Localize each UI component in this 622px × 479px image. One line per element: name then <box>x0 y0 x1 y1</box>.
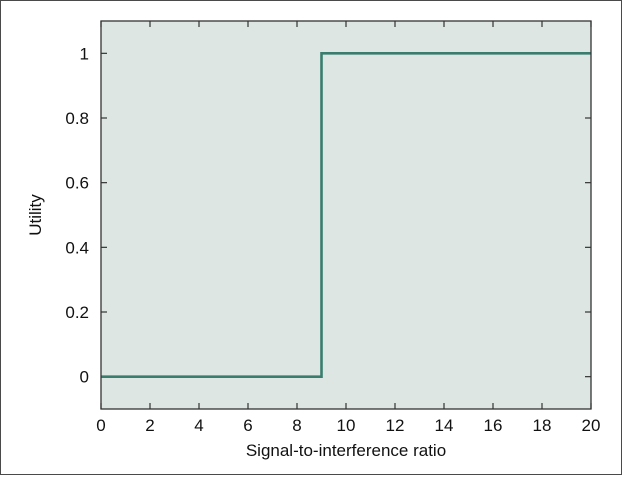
x-tick-label: 8 <box>292 416 301 435</box>
y-tick-label: 0.8 <box>65 109 89 128</box>
y-tick-label: 0 <box>80 368 89 387</box>
x-tick-label: 0 <box>96 416 105 435</box>
x-tick-label: 18 <box>533 416 552 435</box>
x-tick-label: 10 <box>337 416 356 435</box>
x-tick-label: 16 <box>484 416 503 435</box>
y-tick-label: 0.2 <box>65 303 89 322</box>
x-tick-label: 20 <box>582 416 601 435</box>
y-axis-label: Utility <box>26 194 45 236</box>
axis-tick-labels: 0 2 4 6 8 10 12 14 16 18 20 0 0.2 0.4 0.6 0.8 1 <box>65 44 600 435</box>
y-tick-label: 0.6 <box>65 174 89 193</box>
x-tick-label: 12 <box>386 416 405 435</box>
plot-frame <box>100 20 592 410</box>
x-tick-label: 6 <box>243 416 252 435</box>
utility-step-line <box>101 52 591 378</box>
plot-area <box>101 21 591 409</box>
y-tick-label: 1 <box>80 44 89 63</box>
x-tick-label: 4 <box>194 416 203 435</box>
y-tick-label: 0.4 <box>65 238 89 257</box>
x-tick-label: 14 <box>435 416 454 435</box>
x-tick-label: 2 <box>145 416 154 435</box>
x-axis-label: Signal-to-interference ratio <box>246 441 446 460</box>
